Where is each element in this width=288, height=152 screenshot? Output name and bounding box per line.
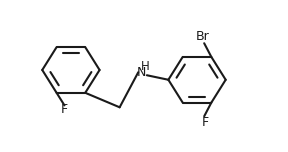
Text: H: H [141,60,150,73]
Text: N: N [137,66,146,79]
Text: F: F [61,103,68,116]
Text: F: F [202,116,209,129]
Text: Br: Br [196,30,210,43]
